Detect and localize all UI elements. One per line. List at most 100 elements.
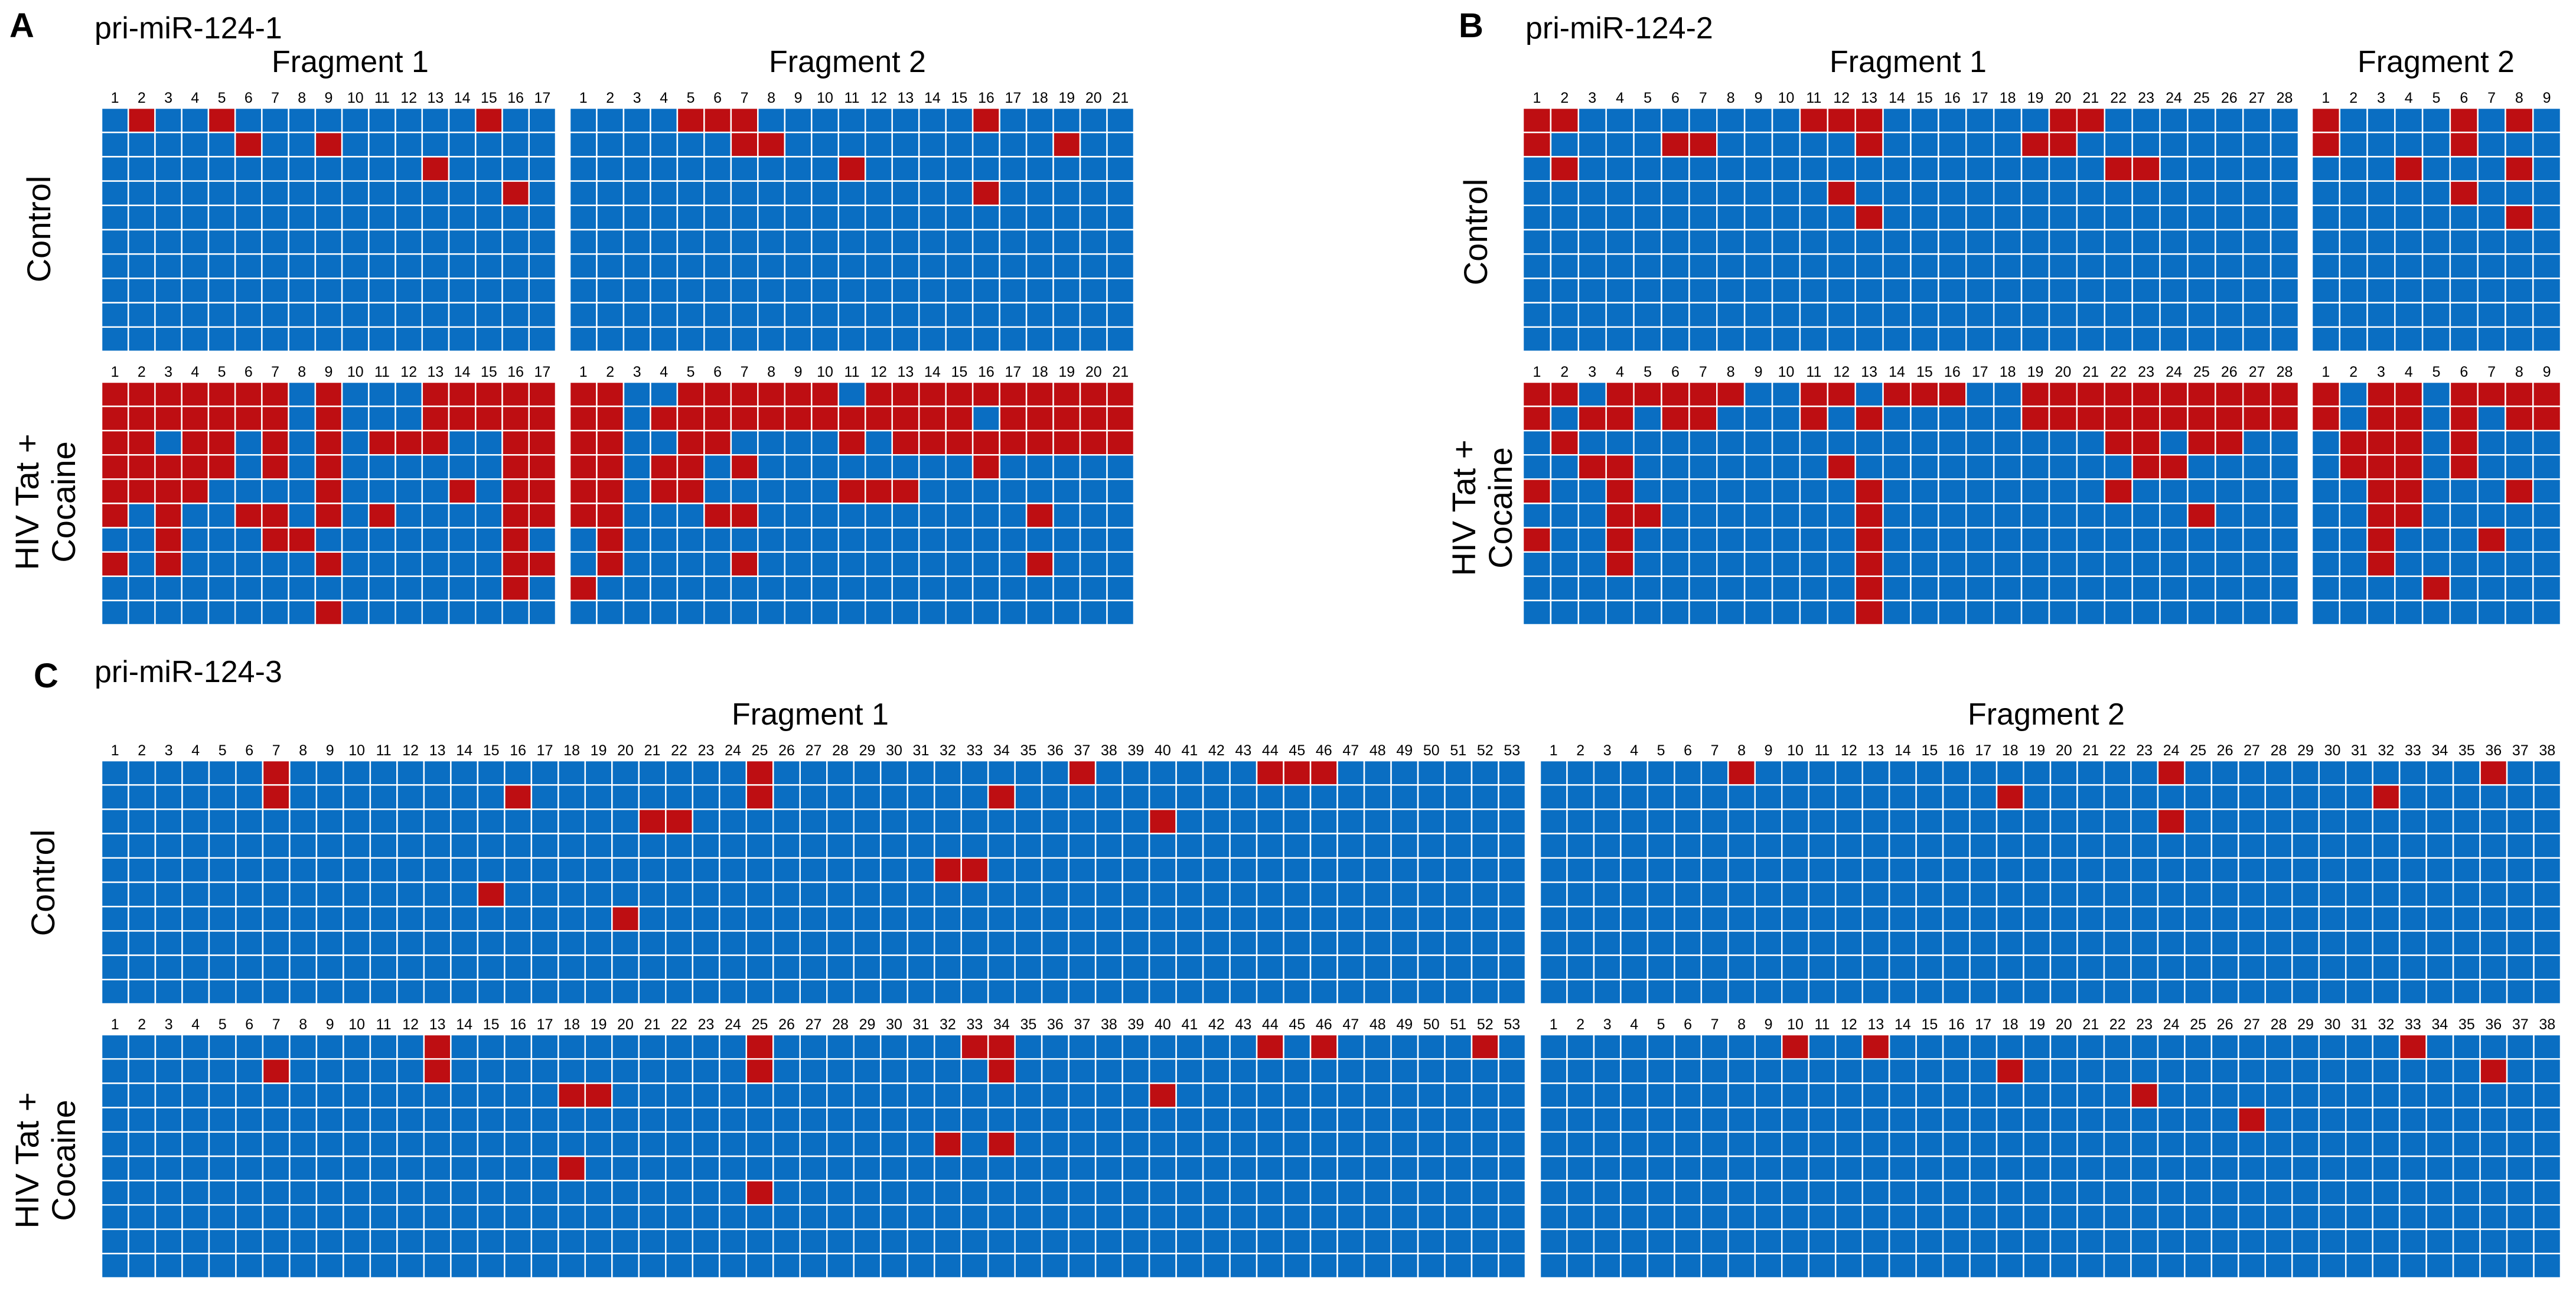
column-number-label: 9 [325, 90, 333, 106]
column-number-label: 45 [1289, 1016, 1305, 1033]
unmethylated-cell [1799, 527, 1829, 553]
unmethylated-cell [1646, 954, 1675, 981]
unmethylated-cell [396, 1253, 425, 1279]
column-number-label: 11 [1806, 364, 1821, 380]
unmethylated-cell [987, 833, 1016, 859]
column-number-label: 11 [844, 90, 860, 106]
unmethylated-cell [1969, 1204, 1998, 1230]
unmethylated-cell [826, 759, 855, 786]
column-number-label: 18 [1032, 364, 1048, 380]
unmethylated-cell [396, 1228, 425, 1255]
column-number-label: 4 [1616, 90, 1624, 106]
unmethylated-cell [2291, 979, 2320, 1005]
column-number-label: 3 [2377, 364, 2385, 380]
unmethylated-cell [1646, 1155, 1675, 1182]
unmethylated-cell [1915, 759, 1944, 786]
unmethylated-cell [1605, 429, 1635, 456]
column-number-label: 38 [2539, 1016, 2555, 1033]
unmethylated-cell [1969, 881, 1998, 908]
unmethylated-cell [448, 429, 477, 456]
unmethylated-cell [289, 833, 318, 859]
unmethylated-cell [837, 326, 866, 353]
unmethylated-cell [1661, 478, 1690, 504]
column-number-label: 53 [1504, 742, 1520, 759]
unmethylated-cell [2238, 954, 2267, 981]
unmethylated-cell [918, 575, 947, 602]
methylated-cell [394, 429, 423, 456]
unmethylated-cell [1620, 1228, 1649, 1255]
methylated-cell [127, 478, 156, 504]
unmethylated-cell [907, 857, 935, 883]
unmethylated-cell [1417, 881, 1446, 908]
methylated-cell [703, 503, 732, 529]
unmethylated-cell [1910, 107, 1939, 133]
methylated-cell [2479, 759, 2508, 786]
unmethylated-cell [100, 180, 129, 207]
unmethylated-cell [127, 326, 156, 353]
unmethylated-cell [2210, 833, 2239, 859]
unmethylated-cell [1716, 131, 1746, 158]
unmethylated-cell [1661, 278, 1690, 304]
unmethylated-cell [1605, 575, 1635, 602]
unmethylated-cell [1727, 1155, 1756, 1182]
unmethylated-cell [837, 253, 866, 279]
unmethylated-cell [569, 229, 598, 255]
column-number-label: 15 [1921, 742, 1938, 759]
column-number-label: 8 [2515, 90, 2523, 106]
unmethylated-cell [1336, 930, 1365, 956]
column-number-label: 28 [2271, 1016, 2287, 1033]
methylated-cell [1522, 405, 1552, 432]
column-number-label: 6 [244, 364, 253, 380]
methylated-cell [1522, 478, 1552, 504]
unmethylated-cell [826, 1204, 855, 1230]
unmethylated-cell [288, 551, 317, 578]
unmethylated-cell [1539, 905, 1568, 932]
unmethylated-cell [1995, 1204, 2024, 1230]
unmethylated-cell [1068, 881, 1097, 908]
unmethylated-cell [1309, 784, 1338, 810]
unmethylated-cell [1620, 905, 1649, 932]
unmethylated-cell [2215, 278, 2244, 304]
unmethylated-cell [181, 156, 210, 182]
unmethylated-cell [2187, 229, 2216, 255]
column-number-label: 52 [1477, 1016, 1494, 1033]
unmethylated-cell [1106, 107, 1135, 133]
unmethylated-cell [1827, 204, 1856, 231]
unmethylated-cell [2477, 204, 2506, 231]
unmethylated-cell [154, 1058, 183, 1084]
unmethylated-cell [2187, 575, 2216, 602]
unmethylated-cell [837, 503, 866, 529]
unmethylated-cell [181, 503, 210, 529]
unmethylated-cell [127, 302, 156, 328]
unmethylated-cell [1417, 1131, 1446, 1157]
unmethylated-cell [315, 1155, 344, 1182]
unmethylated-cell [1969, 1179, 1998, 1206]
unmethylated-cell [1646, 905, 1675, 932]
unmethylated-cell [837, 107, 866, 133]
unmethylated-cell [1363, 1058, 1392, 1084]
unmethylated-cell [2104, 180, 2133, 207]
unmethylated-cell [1771, 107, 1801, 133]
unmethylated-cell [1861, 1107, 1890, 1133]
unmethylated-cell [1309, 905, 1338, 932]
unmethylated-cell [1025, 180, 1054, 207]
unmethylated-cell [622, 527, 651, 553]
unmethylated-cell [1646, 808, 1675, 834]
unmethylated-cell [1834, 808, 1863, 834]
unmethylated-cell [2187, 599, 2216, 626]
unmethylated-cell [1444, 784, 1473, 810]
methylated-cell [528, 478, 557, 504]
unmethylated-cell [1041, 905, 1069, 932]
unmethylated-cell [1754, 808, 1783, 834]
unmethylated-cell [234, 253, 263, 279]
unmethylated-cell [235, 1033, 264, 1060]
unmethylated-cell [1470, 1204, 1499, 1230]
unmethylated-cell [1283, 808, 1312, 834]
unmethylated-cell [1593, 1107, 1622, 1133]
unmethylated-cell [154, 881, 183, 908]
methylated-cell [421, 156, 450, 182]
unmethylated-cell [1283, 1033, 1312, 1060]
unmethylated-cell [2505, 429, 2534, 456]
unmethylated-cell [1121, 857, 1150, 883]
column-number-label: 10 [1778, 364, 1795, 380]
